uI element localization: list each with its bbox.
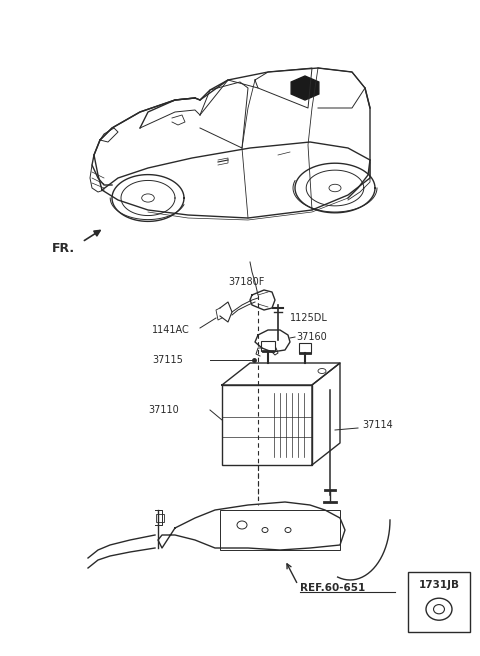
Ellipse shape xyxy=(329,184,341,192)
Polygon shape xyxy=(291,76,319,100)
Ellipse shape xyxy=(285,527,291,533)
Ellipse shape xyxy=(237,521,247,529)
Text: 37160: 37160 xyxy=(296,332,327,342)
Text: 37114: 37114 xyxy=(362,420,393,430)
Ellipse shape xyxy=(262,527,268,533)
Text: FR.: FR. xyxy=(52,241,75,255)
Bar xyxy=(299,343,311,353)
Text: 1125DL: 1125DL xyxy=(290,313,328,323)
Bar xyxy=(156,514,164,522)
Ellipse shape xyxy=(142,194,154,202)
Text: 1141AC: 1141AC xyxy=(152,325,190,335)
Ellipse shape xyxy=(433,605,444,614)
Bar xyxy=(220,510,340,550)
Text: 1731JB: 1731JB xyxy=(419,580,459,590)
Ellipse shape xyxy=(426,598,452,620)
Bar xyxy=(261,341,275,351)
Ellipse shape xyxy=(318,369,326,373)
Text: 37115: 37115 xyxy=(152,355,183,365)
Text: 37110: 37110 xyxy=(148,405,179,415)
Text: REF.60-651: REF.60-651 xyxy=(300,583,365,593)
Bar xyxy=(408,572,470,632)
Text: 37180F: 37180F xyxy=(228,277,264,287)
Bar xyxy=(222,385,312,465)
